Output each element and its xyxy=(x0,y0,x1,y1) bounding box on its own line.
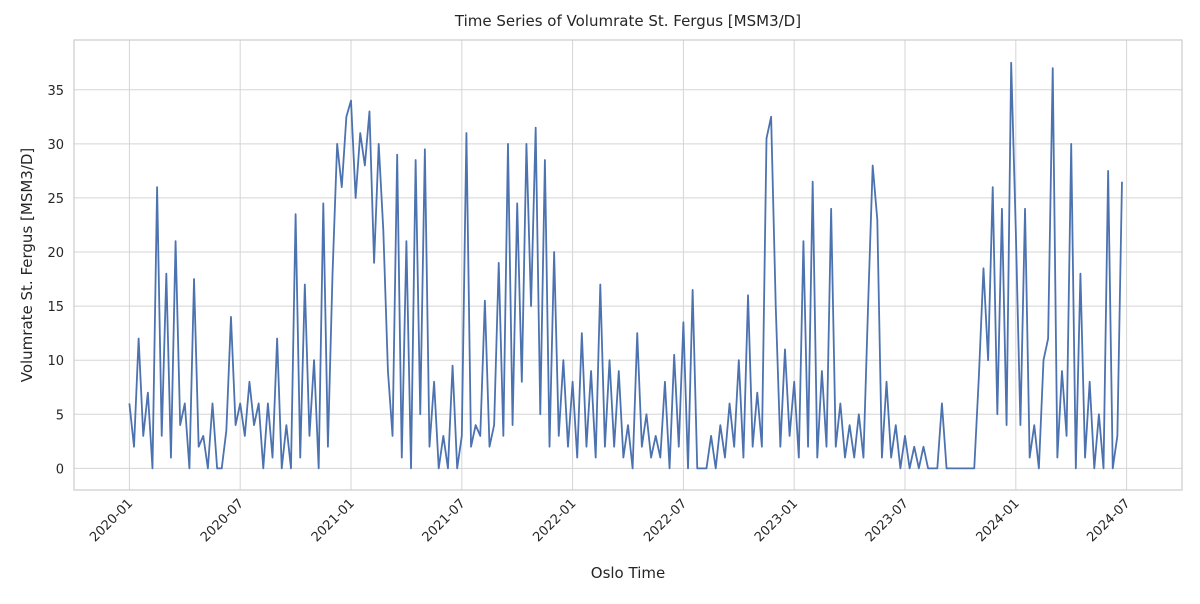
chart-title: Time Series of Volumrate St. Fergus [MSM… xyxy=(454,12,801,30)
y-tick-label: 25 xyxy=(47,192,64,207)
y-tick-label: 20 xyxy=(47,246,64,261)
x-axis-label: Oslo Time xyxy=(591,564,665,582)
y-axis-label: Volumrate St. Fergus [MSM3/D] xyxy=(18,148,36,383)
y-tick-label: 5 xyxy=(56,408,64,423)
y-tick-label: 10 xyxy=(47,354,64,369)
y-tick-label: 30 xyxy=(47,138,64,153)
data-line xyxy=(128,61,1123,470)
y-tick-label: 15 xyxy=(47,300,64,315)
plot-frame xyxy=(73,39,1183,491)
y-tick-label: 35 xyxy=(47,84,64,99)
y-tick-label: 0 xyxy=(56,462,64,477)
